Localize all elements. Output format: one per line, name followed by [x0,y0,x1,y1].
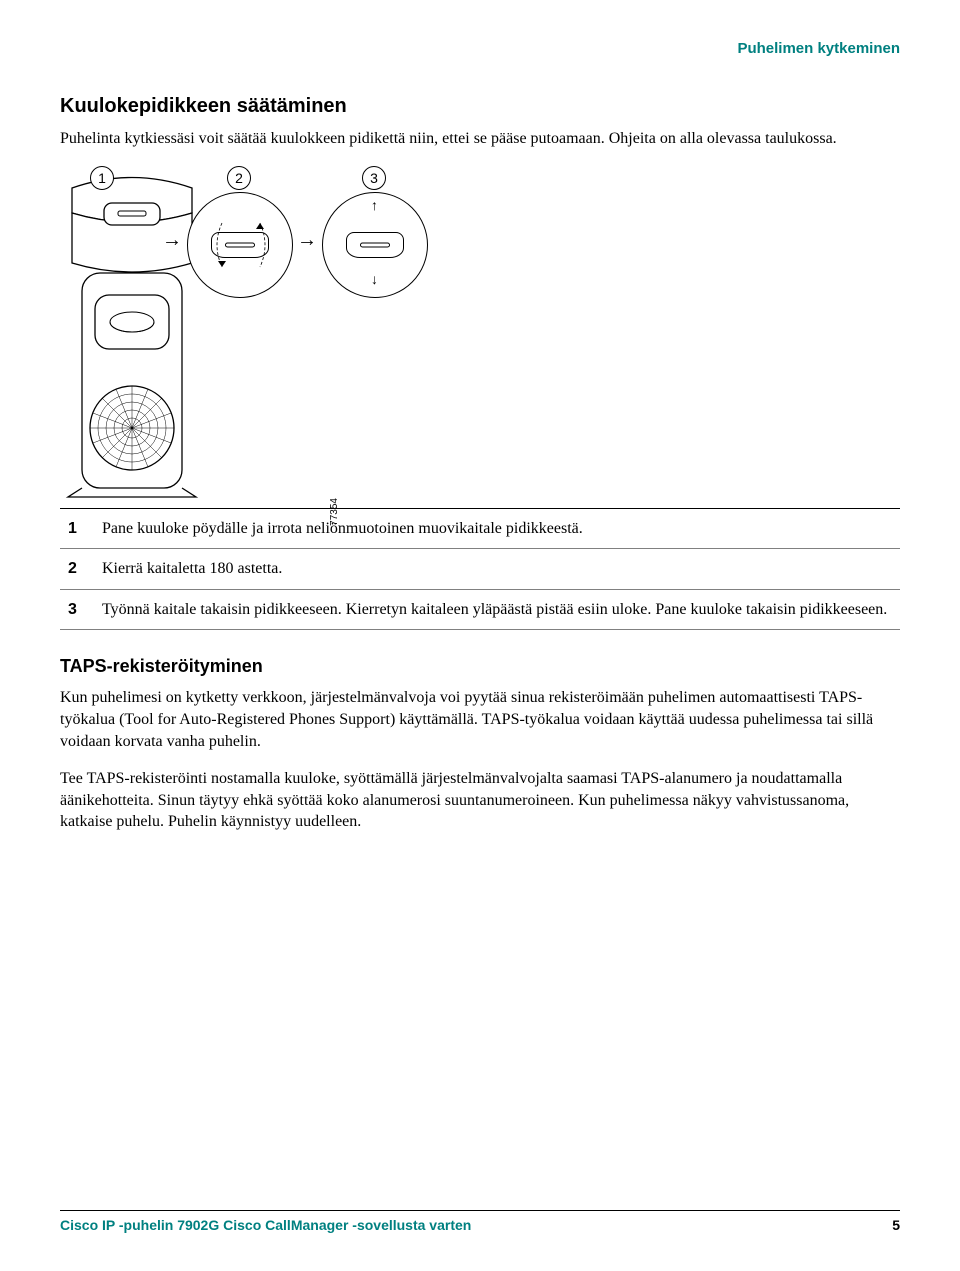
arrow-right-icon [297,242,327,243]
step-number: 1 [60,508,94,549]
step-text: Pane kuuloke pöydälle ja irrota neliönmu… [94,508,900,549]
page-footer: Cisco IP -puhelin 7902G Cisco CallManage… [60,1210,900,1233]
arrow-down-icon [371,271,381,289]
heading-taps: TAPS-rekisteröityminen [60,656,900,677]
table-row: 2 Kierrä kaitaletta 180 astetta. [60,549,900,590]
arrow-right-icon [162,242,192,243]
taps-paragraph-1: Kun puhelimesi on kytketty verkkoon, jär… [60,687,900,752]
intro-paragraph: Puhelinta kytkiessäsi voit säätää kuulok… [60,128,900,150]
step-label-2: 2 [227,166,251,190]
detail-circle-3 [322,192,428,298]
heading-handset-adjust: Kuulokepidikkeen säätäminen [60,95,900,118]
rotate-arrows-icon [188,193,294,299]
footer-page-number: 5 [892,1217,900,1233]
header-section-title: Puhelimen kytkeminen [737,40,900,57]
step-text: Työnnä kaitale takaisin pidikkeeseen. Ki… [94,589,900,630]
step-text: Kierrä kaitaletta 180 astetta. [94,549,900,590]
table-row: 1 Pane kuuloke pöydälle ja irrota neliön… [60,508,900,549]
arrow-up-icon [371,197,378,215]
steps-table: 1 Pane kuuloke pöydälle ja irrota neliön… [60,508,900,631]
footer-doc-title: Cisco IP -puhelin 7902G Cisco CallManage… [60,1217,471,1233]
tab-icon [346,232,404,258]
step-number: 3 [60,589,94,630]
step-label-1: 1 [90,166,114,190]
detail-circle-2 [187,192,293,298]
hookswitch-diagram: 1 2 3 77354 [60,168,900,498]
figure-id: 77354 [329,498,340,526]
phone-outline-icon [60,173,205,503]
step-label-3: 3 [362,166,386,190]
taps-paragraph-2: Tee TAPS-rekisteröinti nostamalla kuulok… [60,768,900,833]
step-number: 2 [60,549,94,590]
table-row: 3 Työnnä kaitale takaisin pidikkeeseen. … [60,589,900,630]
